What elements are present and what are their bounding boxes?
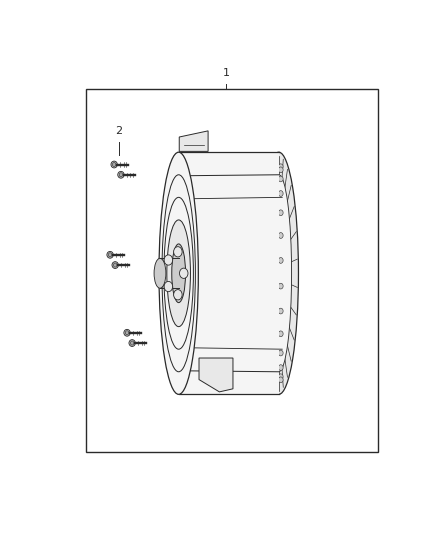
Ellipse shape <box>154 259 166 288</box>
Ellipse shape <box>180 268 188 278</box>
Polygon shape <box>199 358 233 392</box>
Circle shape <box>279 308 283 314</box>
Circle shape <box>279 257 283 263</box>
Ellipse shape <box>125 331 129 335</box>
Text: 1: 1 <box>223 68 230 78</box>
Circle shape <box>279 191 283 196</box>
Circle shape <box>279 232 283 238</box>
Polygon shape <box>179 152 279 394</box>
Ellipse shape <box>159 152 198 394</box>
Ellipse shape <box>119 173 123 177</box>
Ellipse shape <box>162 175 195 372</box>
Ellipse shape <box>129 340 135 346</box>
Ellipse shape <box>111 161 117 168</box>
Circle shape <box>279 365 283 370</box>
Circle shape <box>279 210 283 216</box>
Ellipse shape <box>107 252 113 258</box>
Ellipse shape <box>113 263 117 267</box>
Ellipse shape <box>164 197 194 349</box>
Circle shape <box>279 377 283 383</box>
Bar <box>86 88 378 452</box>
Ellipse shape <box>124 329 130 336</box>
Circle shape <box>279 331 283 337</box>
Ellipse shape <box>118 172 124 178</box>
Ellipse shape <box>266 175 292 372</box>
Circle shape <box>279 350 283 356</box>
Ellipse shape <box>164 255 173 265</box>
Ellipse shape <box>164 281 173 292</box>
Circle shape <box>279 167 283 173</box>
Ellipse shape <box>259 152 298 394</box>
Circle shape <box>279 164 283 169</box>
Circle shape <box>279 374 283 379</box>
Ellipse shape <box>173 247 182 257</box>
Ellipse shape <box>131 341 134 345</box>
Ellipse shape <box>173 289 182 300</box>
Ellipse shape <box>172 244 186 303</box>
Circle shape <box>279 283 283 289</box>
Text: 2: 2 <box>115 126 122 136</box>
Polygon shape <box>179 131 208 151</box>
Ellipse shape <box>113 163 116 166</box>
Ellipse shape <box>167 220 191 327</box>
Ellipse shape <box>108 253 112 257</box>
Circle shape <box>279 176 283 182</box>
Ellipse shape <box>112 262 118 269</box>
